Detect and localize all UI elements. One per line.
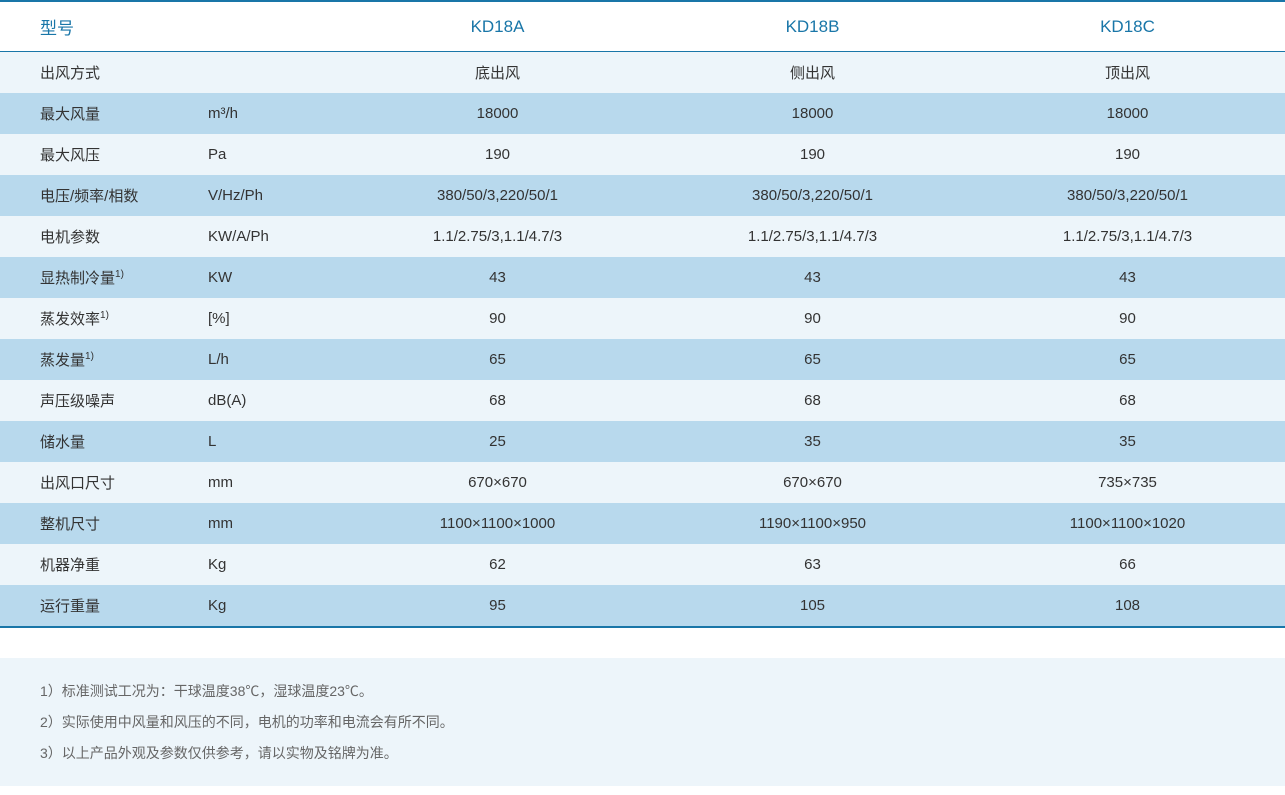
footnote: 3）以上产品外观及参数仅供参考，请以实物及铭牌为准。 [40, 738, 1245, 769]
row-unit: mm [200, 503, 340, 544]
row-value: 95 [340, 585, 655, 627]
row-value: 68 [970, 380, 1285, 421]
header-model-label: 型号 [0, 1, 340, 52]
row-value: 43 [655, 257, 970, 298]
row-value: 18000 [970, 93, 1285, 134]
footnotes-section: 1）标准测试工况为：干球温度38℃，湿球温度23℃。2）实际使用中风量和风压的不… [0, 658, 1285, 786]
row-value: 670×670 [655, 462, 970, 503]
row-value: 380/50/3,220/50/1 [655, 175, 970, 216]
header-col-2: KD18B [655, 1, 970, 52]
row-label: 最大风量 [0, 93, 200, 134]
table-row: 显热制冷量1)KW434343 [0, 257, 1285, 298]
row-value: 顶出风 [970, 52, 1285, 94]
row-value: 1190×1100×950 [655, 503, 970, 544]
row-value: 63 [655, 544, 970, 585]
row-value: 65 [340, 339, 655, 380]
table-row: 储水量L253535 [0, 421, 1285, 462]
row-value: 66 [970, 544, 1285, 585]
table-row: 电压/频率/相数V/Hz/Ph380/50/3,220/50/1380/50/3… [0, 175, 1285, 216]
row-label: 出风方式 [0, 52, 200, 94]
row-value: 25 [340, 421, 655, 462]
table-row: 机器净重Kg626366 [0, 544, 1285, 585]
table-header-row: 型号 KD18A KD18B KD18C [0, 1, 1285, 52]
table-row: 运行重量Kg95105108 [0, 585, 1285, 627]
row-value: 18000 [340, 93, 655, 134]
row-unit: dB(A) [200, 380, 340, 421]
row-unit: [%] [200, 298, 340, 339]
header-col-3: KD18C [970, 1, 1285, 52]
row-value: 1.1/2.75/3,1.1/4.7/3 [655, 216, 970, 257]
row-unit: Kg [200, 585, 340, 627]
row-unit: mm [200, 462, 340, 503]
row-label: 最大风压 [0, 134, 200, 175]
row-unit: L [200, 421, 340, 462]
row-label: 出风口尺寸 [0, 462, 200, 503]
row-label: 整机尺寸 [0, 503, 200, 544]
specification-table: 型号 KD18A KD18B KD18C 出风方式底出风侧出风顶出风最大风量m³… [0, 0, 1285, 628]
row-value: 380/50/3,220/50/1 [340, 175, 655, 216]
row-label: 声压级噪声 [0, 380, 200, 421]
table-row: 最大风压Pa190190190 [0, 134, 1285, 175]
row-value: 43 [970, 257, 1285, 298]
table-row: 声压级噪声dB(A)686868 [0, 380, 1285, 421]
row-unit: L/h [200, 339, 340, 380]
table-row: 电机参数KW/A/Ph1.1/2.75/3,1.1/4.7/31.1/2.75/… [0, 216, 1285, 257]
row-label: 蒸发量1) [0, 339, 200, 380]
row-value: 190 [970, 134, 1285, 175]
row-label: 储水量 [0, 421, 200, 462]
table-row: 蒸发量1)L/h656565 [0, 339, 1285, 380]
row-value: 190 [340, 134, 655, 175]
table-row: 蒸发效率1)[%]909090 [0, 298, 1285, 339]
table-row: 出风方式 底出风侧出风顶出风 [0, 52, 1285, 94]
row-unit: Kg [200, 544, 340, 585]
row-label: 机器净重 [0, 544, 200, 585]
row-value: 35 [655, 421, 970, 462]
row-value: 90 [340, 298, 655, 339]
row-value: 62 [340, 544, 655, 585]
row-value: 1.1/2.75/3,1.1/4.7/3 [970, 216, 1285, 257]
row-value: 735×735 [970, 462, 1285, 503]
row-value: 底出风 [340, 52, 655, 94]
row-value: 65 [970, 339, 1285, 380]
row-value: 18000 [655, 93, 970, 134]
row-value: 190 [655, 134, 970, 175]
row-value: 90 [970, 298, 1285, 339]
footnote: 1）标准测试工况为：干球温度38℃，湿球温度23℃。 [40, 676, 1245, 707]
row-unit: Pa [200, 134, 340, 175]
row-value: 1.1/2.75/3,1.1/4.7/3 [340, 216, 655, 257]
row-value: 90 [655, 298, 970, 339]
row-value: 670×670 [340, 462, 655, 503]
table-row: 最大风量m³/h180001800018000 [0, 93, 1285, 134]
row-value: 65 [655, 339, 970, 380]
row-label: 电机参数 [0, 216, 200, 257]
row-value: 1100×1100×1020 [970, 503, 1285, 544]
row-value: 1100×1100×1000 [340, 503, 655, 544]
row-label: 蒸发效率1) [0, 298, 200, 339]
row-unit [200, 52, 340, 94]
row-value: 380/50/3,220/50/1 [970, 175, 1285, 216]
row-value: 侧出风 [655, 52, 970, 94]
row-value: 108 [970, 585, 1285, 627]
row-value: 35 [970, 421, 1285, 462]
row-unit: KW/A/Ph [200, 216, 340, 257]
footnote: 2）实际使用中风量和风压的不同，电机的功率和电流会有所不同。 [40, 707, 1245, 738]
table-row: 整机尺寸mm1100×1100×10001190×1100×9501100×11… [0, 503, 1285, 544]
row-value: 43 [340, 257, 655, 298]
row-label: 电压/频率/相数 [0, 175, 200, 216]
row-value: 105 [655, 585, 970, 627]
row-unit: KW [200, 257, 340, 298]
row-unit: V/Hz/Ph [200, 175, 340, 216]
row-unit: m³/h [200, 93, 340, 134]
row-value: 68 [340, 380, 655, 421]
table-row: 出风口尺寸mm670×670670×670735×735 [0, 462, 1285, 503]
header-col-1: KD18A [340, 1, 655, 52]
row-value: 68 [655, 380, 970, 421]
table-body: 出风方式底出风侧出风顶出风最大风量m³/h180001800018000最大风压… [0, 52, 1285, 628]
row-label: 运行重量 [0, 585, 200, 627]
row-label: 显热制冷量1) [0, 257, 200, 298]
